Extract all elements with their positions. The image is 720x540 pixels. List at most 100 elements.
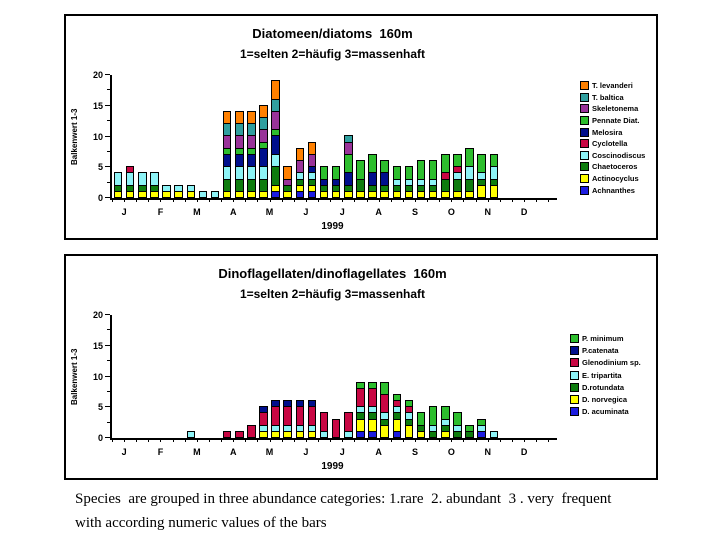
y-axis-tick [105, 104, 110, 106]
x-axis-tick [354, 198, 356, 202]
bar-segment [380, 382, 389, 395]
dinoflagellates-chart-panel: Dinoflagellaten/dinoflagellates 160m 1=s… [64, 254, 658, 480]
bar-segment [222, 135, 232, 149]
bar-segment [222, 148, 232, 155]
bar-segment [222, 179, 232, 192]
month-label: M [265, 447, 274, 457]
x-axis-tick [451, 198, 453, 202]
bar-segment [441, 419, 450, 426]
bar-segment [283, 431, 292, 438]
bar-segment [368, 191, 377, 198]
bar-segment [380, 185, 389, 192]
legend-swatch [580, 104, 589, 114]
x-axis-tick [293, 438, 295, 442]
bar-segment [416, 191, 426, 198]
bar-segment [271, 425, 280, 432]
bar-segment [283, 400, 292, 407]
bar-segment [331, 166, 341, 180]
bar-segment [259, 191, 268, 198]
y-axis-tick [105, 166, 110, 168]
x-axis-tick [439, 438, 441, 442]
legend-label: D. norvegica [582, 395, 628, 405]
bar-segment [259, 142, 268, 149]
month-label: J [303, 207, 309, 217]
bar-segment [404, 412, 414, 420]
bar-segment [416, 425, 426, 432]
x-axis-tick [136, 438, 138, 442]
x-axis-tick [342, 438, 344, 442]
legend-item: Actinocyclus [580, 173, 645, 185]
bar-segment [428, 425, 438, 432]
bar-segment [489, 185, 499, 198]
bar-segment [477, 185, 486, 198]
bar-segment [392, 394, 402, 401]
bar-segment [295, 400, 305, 407]
legend-swatch [580, 92, 589, 102]
dinoflagellates-y-axis-label: Balkenwert 1-3 [70, 348, 79, 405]
legend-swatch [570, 345, 579, 355]
bar-segment [441, 172, 450, 180]
bar-segment [441, 425, 450, 432]
bar-segment [344, 191, 353, 198]
y-tick-label: 20 [92, 70, 103, 80]
bar-segment [138, 191, 147, 198]
x-axis-tick [475, 438, 477, 442]
bar-segment [307, 185, 317, 192]
legend-label: Coscinodiscus [592, 150, 646, 160]
legend-item: T. baltica [580, 92, 645, 104]
x-axis-tick [548, 438, 550, 442]
y-tick-label: 5 [97, 402, 103, 413]
bar-segment [247, 166, 256, 180]
x-axis-tick [112, 198, 113, 202]
legend-item: Glenodinium sp. [570, 357, 641, 369]
bar-segment [138, 172, 147, 186]
bar-segment [404, 179, 414, 186]
legend-label: Skeletonema [592, 104, 639, 114]
legend-item: Coscinodiscus [580, 150, 645, 162]
bar-segment [428, 185, 438, 192]
dinoflagellates-chart-subtitle: 1=selten 2=häufig 3=massenhaft [239, 287, 426, 301]
bar-segment [307, 154, 317, 167]
month-label: J [303, 447, 309, 457]
bar-segment [380, 419, 389, 426]
x-axis-tick [487, 198, 489, 202]
month-label: M [193, 207, 201, 217]
bar-segment [271, 80, 280, 100]
bar-segment [416, 431, 426, 438]
x-axis-tick [427, 438, 429, 442]
bar-segment [344, 172, 353, 186]
y-axis-tick [107, 390, 110, 392]
bar-segment [356, 406, 365, 413]
bar-segment [222, 154, 232, 167]
diatoms-chart-panel: Diatomeen/diatoms 160m 1=selten 2=häufig… [64, 14, 658, 240]
x-axis-tick [330, 198, 332, 202]
bar-segment [344, 142, 353, 155]
month-label: A [375, 207, 382, 217]
bar-segment [404, 419, 414, 426]
month-label: A [229, 207, 237, 217]
bar-segment [331, 191, 341, 198]
x-axis-tick [245, 198, 247, 202]
bar-segment [356, 179, 365, 192]
month-label: O [447, 207, 455, 217]
bar-segment [428, 406, 438, 426]
bar-segment [271, 191, 280, 198]
bar-segment [441, 431, 450, 438]
legend-item: D.rotundata [570, 381, 641, 393]
bar-segment [392, 419, 402, 432]
bar-segment [392, 179, 402, 186]
bar-segment [283, 179, 292, 186]
x-axis-tick [269, 198, 271, 202]
bar-segment [392, 431, 402, 438]
bar-segment [441, 154, 450, 173]
bar-segment [283, 191, 292, 198]
x-axis-tick [160, 198, 162, 202]
month-label: F [157, 447, 164, 457]
bar-segment [392, 412, 402, 420]
bar-segment [259, 406, 268, 413]
caption-line-1: Species are grouped in three abundance c… [75, 491, 612, 507]
x-axis-tick [499, 198, 501, 202]
bar-segment [235, 166, 244, 180]
bar-segment [489, 166, 499, 180]
bar-segment [271, 111, 280, 130]
